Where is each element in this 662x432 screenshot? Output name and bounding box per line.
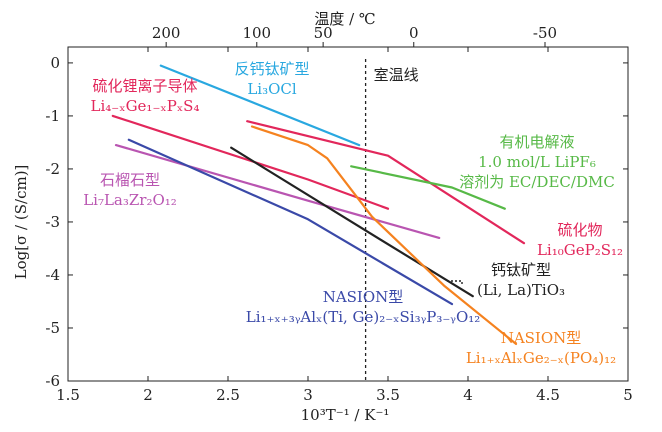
series-line-2 [246,120,526,245]
annotation-1: 硫化锂离子导体 Li₄₋ₓGe₁₋ₓPₓS₄ [91,77,200,115]
room-temp-label: 室温线 [374,66,419,84]
annotation-line: Li₁₊ₓ₊₃ᵧAlₓ(Ti, Ge)₂₋ₓSi₃ᵧP₃₋ᵧO₁₂ [246,308,481,326]
annotation-line: NASION型 [501,329,582,347]
annotation-line: Li₄₋ₓGe₁₋ₓPₓS₄ [91,97,200,115]
x-tick-label: 3.5 [376,386,400,404]
annotation-5: 钙钛矿型 (Li, La)TiO₃ [477,261,565,299]
top-tick-label: 50 [314,24,333,42]
annotation-layer: 反钙钛矿型 Li₃OCl 硫化锂离子导体 Li₄₋ₓGe₁₋ₓPₓS₄ 有机电解液 1.0… [83,60,623,367]
y-tick-label: -3 [45,213,60,231]
y-tick-label: -4 [45,266,60,284]
series-line-0 [159,64,361,147]
y-tick-label: -5 [45,319,60,337]
annotation-7: NASION型 Li₁₊ₓAlₓGe₂₋ₓ(PO₄)₁₂ [466,329,616,367]
top-tick-label: -50 [533,24,557,42]
annotation-line: Li₃OCl [247,80,297,98]
x-tick-label: 1.5 [56,386,80,404]
annotation-line: 硫化物 [557,221,602,239]
annotation-line: Li₁₊ₓAlₓGe₂₋ₓ(PO₄)₁₂ [466,349,616,367]
y-tick-label: -6 [45,372,60,390]
y-tick-label: 0 [50,54,60,72]
top-tick-label: 200 [152,24,181,42]
x-axis-title: 10³T⁻¹ / K⁻¹ [301,406,390,424]
x-tick-label: 4 [463,386,473,404]
series-layer [111,64,526,345]
annotation-line: Li₁₀GeP₂S₁₂ [537,241,623,259]
annotation-line: 反钙钛矿型 [234,60,309,78]
annotation-line: 硫化锂离子导体 [92,77,197,95]
y-tick-label: -1 [45,107,60,125]
annotation-line: 有机电解液 [499,133,574,151]
x-tick-label: 2.5 [216,386,240,404]
series-line-6 [230,146,474,298]
perovskite-leader [447,280,463,286]
annotation-line: 溶剂为 EC/DEC/DMC [459,173,615,191]
annotation-6: NASION型 Li₁₊ₓ₊₃ᵧAlₓ(Ti, Ge)₂₋ₓSi₃ᵧP₃₋ᵧO₁₂ [246,288,481,326]
annotation-line: 石榴石型 [100,171,160,189]
y-axis-title: Log[σ / (S/cm)] [12,165,30,280]
y-tick-label: -2 [45,160,60,178]
x-tick-label: 5 [623,386,633,404]
top-axis-title: 温度 / ℃ [314,10,375,28]
series-line-5 [127,138,454,306]
top-tick-label: 0 [409,24,419,42]
annotation-line: Li₇La₃Zr₂O₁₂ [83,191,177,209]
annotation-line: 钙钛矿型 [491,261,551,279]
grid-layer: 室温线 [364,59,419,381]
annotation-line: (Li, La)TiO₃ [477,281,565,299]
annotation-0: 反钙钛矿型 Li₃OCl [234,60,309,98]
annotation-4: 硫化物 Li₁₀GeP₂S₁₂ [537,221,623,259]
annotation-2: 有机电解液 1.0 mol/L LiPF₆ 溶剂为 EC/DEC/DMC [459,133,615,191]
series-line-3 [350,165,506,210]
x-tick-label: 3 [303,386,313,404]
series-line-7 [250,125,518,345]
plot-frame [67,46,629,382]
annotation-3: 石榴石型 Li₇La₃Zr₂O₁₂ [83,171,177,209]
x-tick-label: 4.5 [536,386,560,404]
annotation-line: NASION型 [323,288,404,306]
annotation-line: 1.0 mol/L LiPF₆ [478,153,596,171]
series-line-1 [111,114,390,210]
top-tick-label: 100 [242,24,271,42]
x-tick-label: 2 [143,386,153,404]
